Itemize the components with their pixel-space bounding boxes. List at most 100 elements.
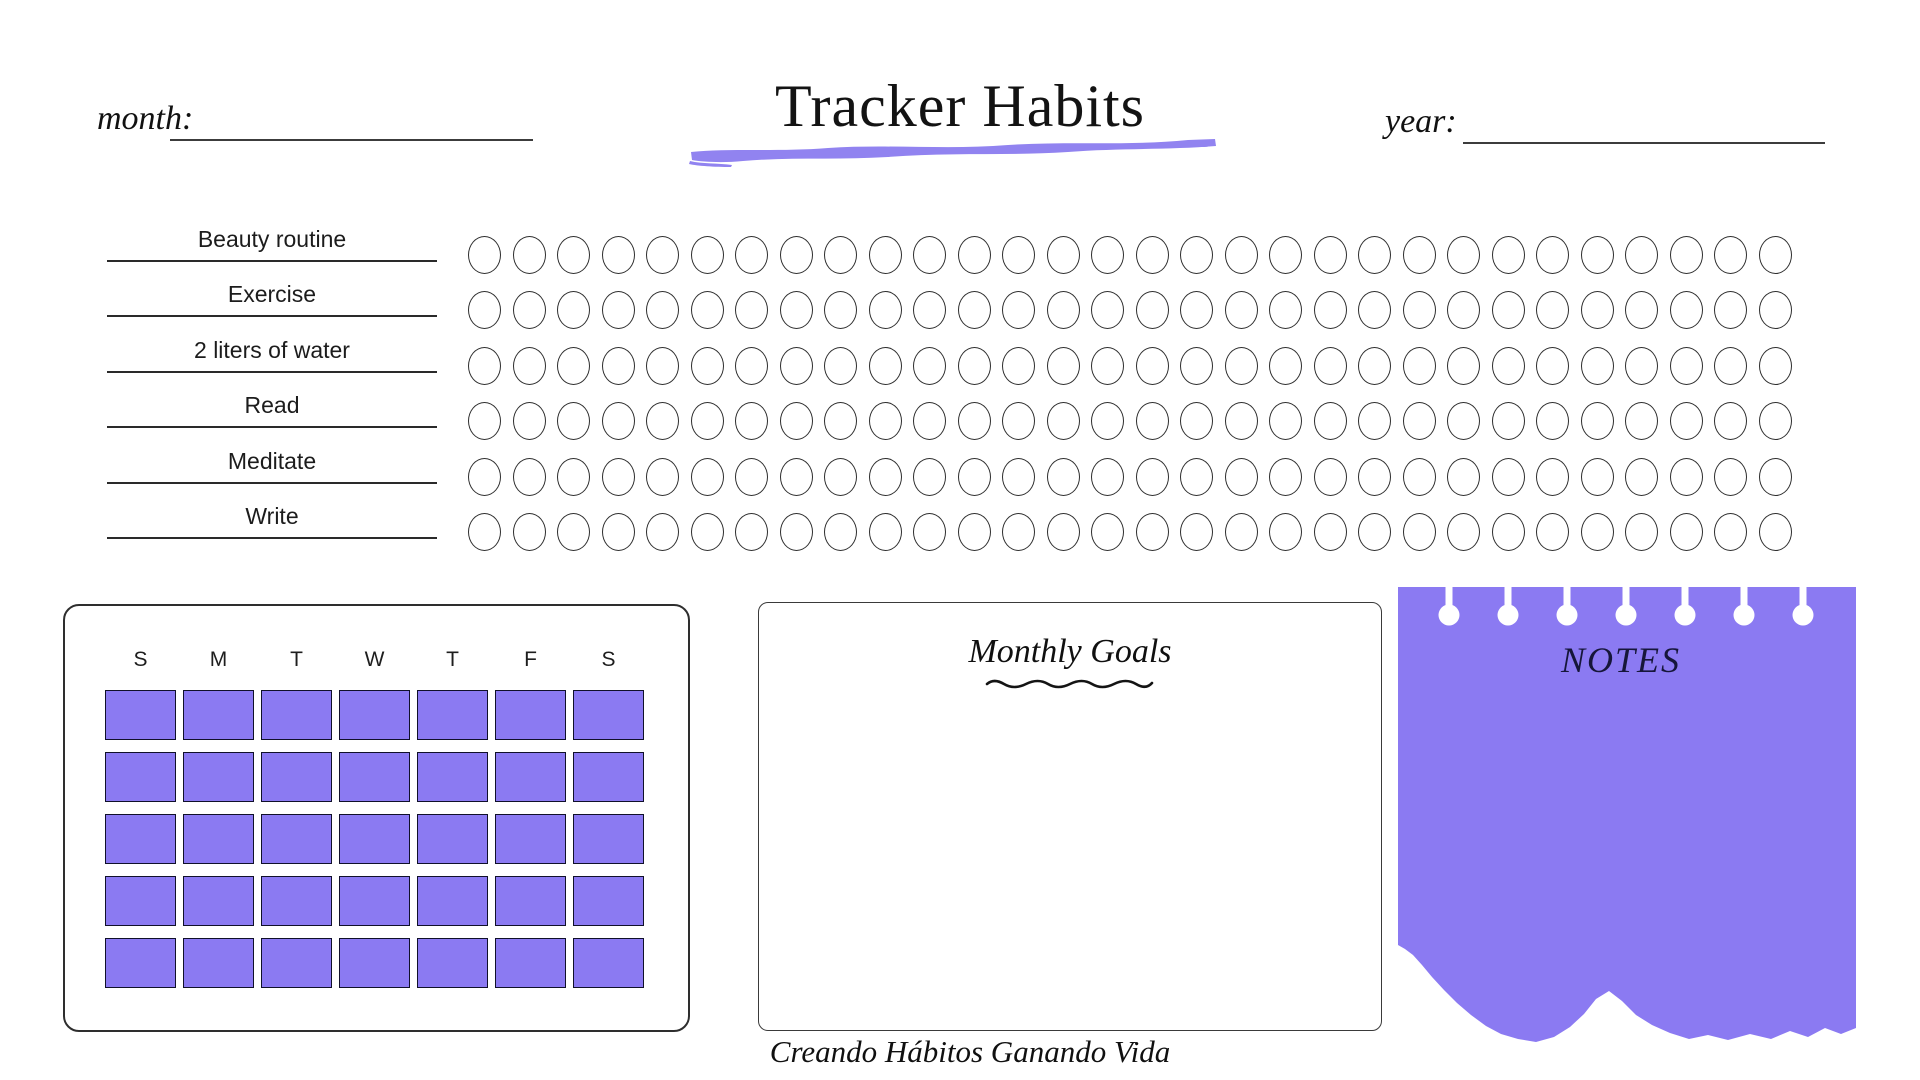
day-circle[interactable] [512,235,546,274]
day-circle[interactable] [1669,235,1703,274]
calendar-day-cell[interactable] [339,690,410,740]
day-circle[interactable] [1758,235,1792,274]
day-circle[interactable] [1180,235,1213,274]
day-circle[interactable] [1046,346,1080,385]
day-circle[interactable] [1714,402,1747,440]
day-circle[interactable] [1402,291,1436,329]
day-circle[interactable] [1447,235,1480,274]
calendar-day-cell[interactable] [339,814,410,864]
day-circle[interactable] [468,402,501,440]
day-circle[interactable] [601,291,635,329]
day-circle[interactable] [913,513,946,551]
day-circle[interactable] [690,235,724,274]
calendar-day-cell[interactable] [417,814,488,864]
day-circle[interactable] [1091,402,1124,440]
day-circle[interactable] [1002,402,1035,440]
calendar-day-cell[interactable] [261,752,332,802]
day-circle[interactable] [1046,235,1080,274]
day-circle[interactable] [1358,513,1391,551]
day-circle[interactable] [1313,235,1347,274]
day-circle[interactable] [868,457,902,496]
day-circle[interactable] [1313,513,1347,551]
day-circle[interactable] [1046,513,1080,551]
day-circle[interactable] [468,346,501,385]
day-circle[interactable] [913,402,946,440]
day-circle[interactable] [1491,402,1525,440]
day-circle[interactable] [1358,346,1391,385]
day-circle[interactable] [735,513,768,551]
day-circle[interactable] [1714,291,1747,329]
day-circle[interactable] [1135,291,1169,329]
day-circle[interactable] [1224,346,1258,385]
calendar-day-cell[interactable] [495,752,566,802]
day-circle[interactable] [913,346,946,385]
day-circle[interactable] [1046,402,1080,440]
calendar-day-cell[interactable] [105,876,176,926]
day-circle[interactable] [646,291,679,329]
day-circle[interactable] [601,513,635,551]
day-circle[interactable] [512,513,546,551]
year-input-line[interactable] [1463,142,1825,144]
day-circle[interactable] [557,291,590,329]
month-input-line[interactable] [170,139,533,141]
day-circle[interactable] [913,457,946,496]
day-circle[interactable] [1491,291,1525,329]
day-circle[interactable] [468,513,501,551]
day-circle[interactable] [868,235,902,274]
day-circle[interactable] [1002,235,1035,274]
day-circle[interactable] [1269,513,1302,551]
day-circle[interactable] [1358,235,1391,274]
day-circle[interactable] [779,291,813,329]
day-circle[interactable] [601,457,635,496]
day-circle[interactable] [1447,346,1480,385]
monthly-goals-panel[interactable]: Monthly Goals [758,602,1382,1031]
day-circle[interactable] [1224,513,1258,551]
day-circle[interactable] [1669,457,1703,496]
day-circle[interactable] [512,457,546,496]
day-circle[interactable] [1536,513,1569,551]
day-circle[interactable] [1313,402,1347,440]
day-circle[interactable] [1625,291,1658,329]
day-circle[interactable] [824,346,857,385]
day-circle[interactable] [735,346,768,385]
day-circle[interactable] [1269,457,1302,496]
calendar-day-cell[interactable] [417,690,488,740]
day-circle[interactable] [646,402,679,440]
calendar-day-cell[interactable] [495,876,566,926]
day-circle[interactable] [1491,457,1525,496]
calendar-day-cell[interactable] [573,938,644,988]
day-circle[interactable] [957,346,991,385]
day-circle[interactable] [1447,291,1480,329]
day-circle[interactable] [1180,291,1213,329]
day-circle[interactable] [1625,457,1658,496]
day-circle[interactable] [1180,402,1213,440]
day-circle[interactable] [468,457,501,496]
calendar-day-cell[interactable] [261,814,332,864]
day-circle[interactable] [690,402,724,440]
day-circle[interactable] [957,457,991,496]
day-circle[interactable] [557,513,590,551]
day-circle[interactable] [646,457,679,496]
day-circle[interactable] [1669,346,1703,385]
day-circle[interactable] [735,457,768,496]
day-circle[interactable] [735,235,768,274]
day-circle[interactable] [1091,457,1124,496]
calendar-day-cell[interactable] [417,938,488,988]
day-circle[interactable] [1491,235,1525,274]
day-circle[interactable] [557,346,590,385]
day-circle[interactable] [1536,291,1569,329]
day-circle[interactable] [1180,346,1213,385]
day-circle[interactable] [868,402,902,440]
calendar-day-cell[interactable] [183,814,254,864]
day-circle[interactable] [1269,346,1302,385]
day-circle[interactable] [868,346,902,385]
day-circle[interactable] [957,291,991,329]
day-circle[interactable] [913,291,946,329]
day-circle[interactable] [557,457,590,496]
calendar-day-cell[interactable] [495,690,566,740]
day-circle[interactable] [468,235,501,274]
day-circle[interactable] [1491,513,1525,551]
calendar-day-cell[interactable] [495,938,566,988]
day-circle[interactable] [957,402,991,440]
day-circle[interactable] [1714,457,1747,496]
